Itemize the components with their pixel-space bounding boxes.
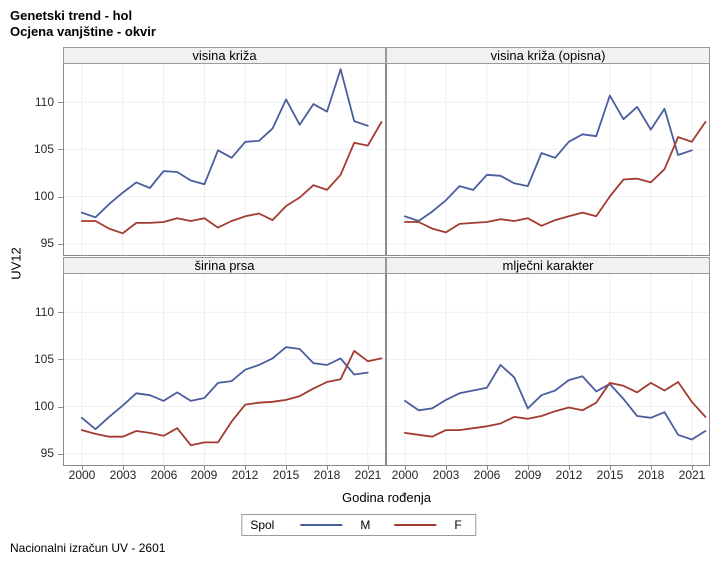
legend-female-line-swatch bbox=[394, 524, 437, 526]
tick-mark bbox=[58, 102, 63, 103]
panel-sirina-prsa: širina prsa bbox=[63, 257, 386, 466]
series-line-M-panel3 bbox=[403, 364, 707, 441]
tick-mark bbox=[405, 465, 406, 470]
tick-label: 2009 bbox=[514, 468, 542, 482]
tick-label: 2009 bbox=[190, 468, 218, 482]
series-line-M-panel1 bbox=[403, 94, 693, 222]
series-line-F-panel3 bbox=[403, 381, 707, 438]
panel-visina-kriza-opisna: visina križa (opisna) bbox=[386, 47, 710, 256]
tick-label: 95 bbox=[40, 446, 54, 460]
panel-header: visina križa (opisna) bbox=[386, 47, 710, 64]
tick-label: 2021 bbox=[678, 468, 706, 482]
tick-mark bbox=[164, 465, 165, 470]
line-chart-sirina-prsa bbox=[63, 274, 386, 466]
tick-mark bbox=[692, 465, 693, 470]
tick-label: 2003 bbox=[432, 468, 460, 482]
tick-mark bbox=[58, 359, 63, 360]
line-chart-visina-kriza-opisna bbox=[386, 64, 710, 256]
tick-label: 2006 bbox=[473, 468, 501, 482]
tick-label: 100 bbox=[33, 399, 54, 413]
series-line-M-panel0 bbox=[80, 68, 369, 219]
tick-label: 2015 bbox=[596, 468, 624, 482]
line-chart-mljecni-karakter bbox=[386, 274, 710, 466]
series-line-F-panel1 bbox=[403, 121, 707, 234]
tick-label: 95 bbox=[40, 236, 54, 250]
tick-label: 105 bbox=[33, 352, 54, 366]
tick-label: 2000 bbox=[391, 468, 419, 482]
tick-mark bbox=[368, 465, 369, 470]
tick-mark bbox=[58, 312, 63, 313]
panel-header: širina prsa bbox=[63, 257, 386, 274]
figure-title-line2: Ocjena vanjštine - okvir bbox=[10, 24, 156, 39]
tick-mark bbox=[58, 197, 63, 198]
figure-title-line1: Genetski trend - hol bbox=[10, 8, 133, 23]
panel-visina-kriza: visina križa bbox=[63, 47, 386, 256]
legend-label-m: M bbox=[360, 518, 371, 532]
tick-label: 2006 bbox=[150, 468, 178, 482]
tick-label: 2012 bbox=[231, 468, 259, 482]
series-line-F-panel0 bbox=[80, 121, 383, 235]
x-axis-title: Godina rođenja bbox=[342, 490, 431, 505]
tick-label: 2018 bbox=[313, 468, 341, 482]
tick-label: 105 bbox=[33, 142, 54, 156]
legend-male-line-swatch bbox=[300, 524, 343, 526]
legend-label-f: F bbox=[454, 518, 462, 532]
tick-label: 100 bbox=[33, 189, 54, 203]
tick-mark bbox=[204, 465, 205, 470]
tick-label: 110 bbox=[34, 305, 54, 319]
tick-mark bbox=[123, 465, 124, 470]
tick-mark bbox=[446, 465, 447, 470]
tick-mark bbox=[327, 465, 328, 470]
tick-mark bbox=[569, 465, 570, 470]
series-line-M-panel2 bbox=[80, 346, 369, 431]
tick-mark bbox=[58, 407, 63, 408]
legend-title: Spol bbox=[250, 518, 275, 532]
tick-mark bbox=[82, 465, 83, 470]
panel-header: mlječni karakter bbox=[386, 257, 710, 274]
panel-mljecni-karakter: mlječni karakter bbox=[386, 257, 710, 466]
tick-mark bbox=[245, 465, 246, 470]
tick-mark bbox=[58, 149, 63, 150]
series-line-F-panel2 bbox=[80, 350, 383, 447]
tick-mark bbox=[610, 465, 611, 470]
tick-mark bbox=[487, 465, 488, 470]
line-chart-visina-kriza bbox=[63, 64, 386, 256]
tick-label: 2015 bbox=[272, 468, 300, 482]
tick-mark bbox=[58, 244, 63, 245]
tick-label: 2018 bbox=[637, 468, 665, 482]
tick-label: 2012 bbox=[555, 468, 583, 482]
y-axis-title: UV12 bbox=[8, 247, 24, 280]
tick-mark bbox=[651, 465, 652, 470]
tick-mark bbox=[58, 454, 63, 455]
panel-header: visina križa bbox=[63, 47, 386, 64]
tick-label: 2003 bbox=[109, 468, 137, 482]
tick-label: 2021 bbox=[354, 468, 382, 482]
legend: Spol M F bbox=[241, 514, 477, 536]
footnote: Nacionalni izračun UV - 2601 bbox=[10, 541, 166, 555]
tick-label: 2000 bbox=[68, 468, 96, 482]
tick-label: 110 bbox=[34, 95, 54, 109]
tick-mark bbox=[528, 465, 529, 470]
tick-mark bbox=[286, 465, 287, 470]
